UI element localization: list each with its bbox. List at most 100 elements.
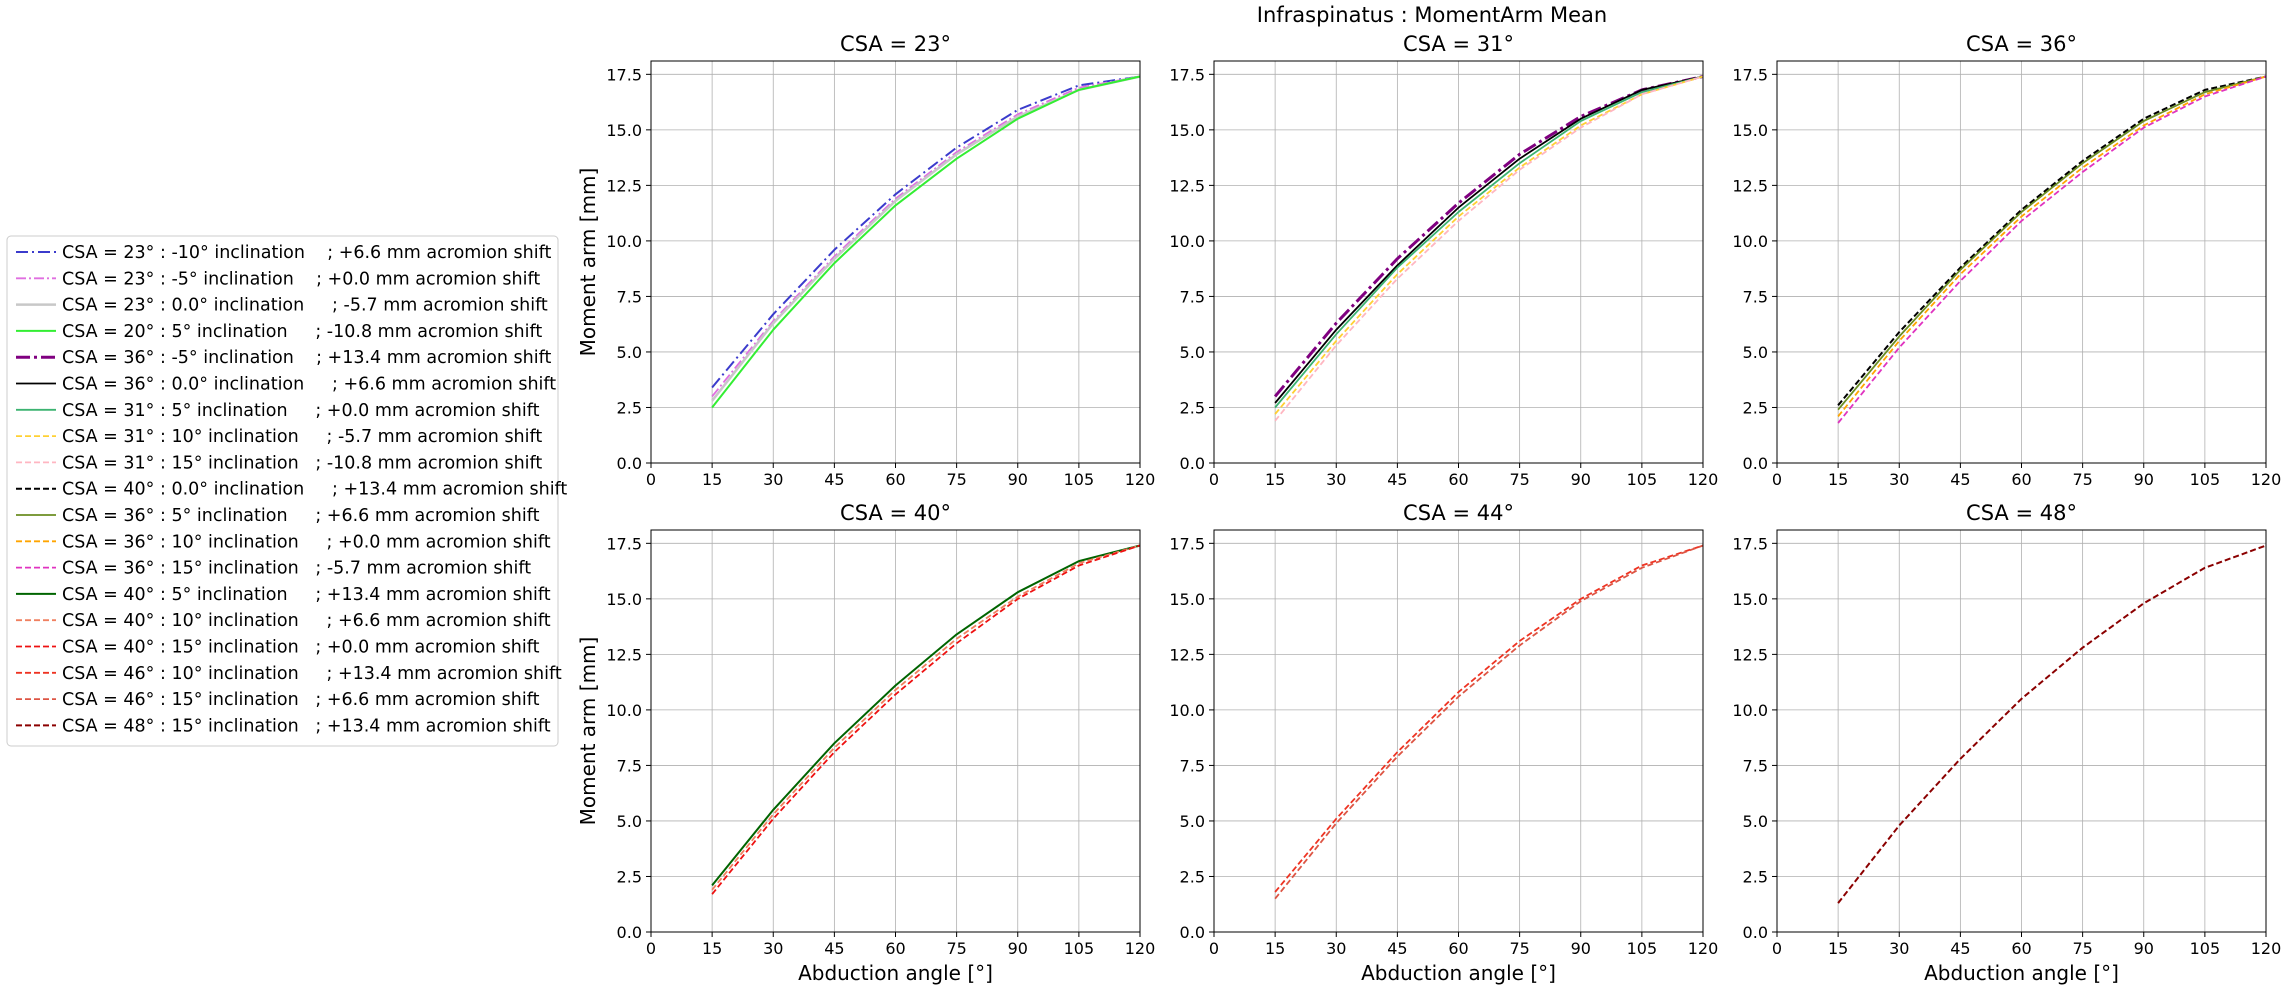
y-tick-label: 15.0 [1732,121,1768,140]
x-tick-label: 0 [646,470,656,489]
x-tick-label: 30 [1889,470,1909,489]
x-tick-label: 105 [2190,939,2221,958]
legend-label: CSA = 36° : 0.0° inclination ; +6.6 mm a… [62,375,556,395]
series-line [1837,75,2267,406]
x-tick-label: 15 [1265,470,1285,489]
y-tick-label: 15.0 [1169,121,1205,140]
series-line [711,544,1141,891]
x-tick-label: 105 [1064,939,1095,958]
x-tick-label: 120 [1688,470,1719,489]
legend-label: CSA = 31° : 15° inclination ; -10.8 mm a… [62,453,542,473]
y-tick-label: 10.0 [606,232,642,251]
legend-label: CSA = 31° : 5° inclination ; +0.0 mm acr… [62,401,540,421]
x-tick-label: 15 [702,470,722,489]
y-tick-label: 17.5 [1732,65,1768,84]
legend-label: CSA = 46° : 15° inclination ; +6.6 mm ac… [62,690,540,710]
y-tick-label: 7.5 [1743,287,1768,306]
x-tick-label: 120 [2251,470,2282,489]
x-axis-label: Abduction angle [°] [798,961,993,985]
series-line [1274,75,1704,409]
series-line [711,75,1141,389]
x-tick-label: 60 [885,939,905,958]
legend-label: CSA = 36° : -5° inclination ; +13.4 mm a… [62,348,551,368]
y-tick-label: 2.5 [1743,398,1768,417]
y-tick-label: 17.5 [1169,65,1205,84]
x-tick-label: 105 [1064,470,1095,489]
y-tick-label: 17.5 [1732,534,1768,553]
y-tick-label: 5.0 [1743,812,1768,831]
subplot-title: CSA = 48° [1966,501,2077,525]
x-tick-label: 75 [946,939,966,958]
y-tick-label: 0.0 [1180,454,1205,473]
x-tick-label: 75 [1509,939,1529,958]
x-tick-label: 45 [1950,939,1970,958]
x-tick-label: 60 [2011,470,2031,489]
x-tick-label: 60 [1448,939,1468,958]
y-tick-label: 2.5 [617,398,642,417]
y-tick-label: 12.5 [1732,176,1768,195]
y-tick-label: 12.5 [1732,645,1768,664]
y-tick-label: 2.5 [1180,867,1205,886]
y-tick-label: 10.0 [1732,232,1768,251]
y-tick-label: 5.0 [1743,343,1768,362]
x-tick-label: 105 [2190,470,2221,489]
x-tick-label: 30 [763,939,783,958]
series-line [711,75,1141,397]
x-tick-label: 75 [2072,470,2092,489]
series-line [711,544,1141,887]
y-tick-label: 10.0 [1732,701,1768,720]
y-tick-label: 0.0 [1180,923,1205,942]
legend-label: CSA = 48° : 15° inclination ; +13.4 mm a… [62,716,551,736]
x-tick-label: 0 [1772,939,1782,958]
y-tick-label: 0.0 [617,923,642,942]
y-tick-label: 12.5 [1169,176,1205,195]
subplot: 0 15 30 45 60 75 90 105 120 0.0 2.5 5.0 7.5 10.0 12.5 1… [1169,501,1718,985]
legend-label: CSA = 46° : 10° inclination ; +13.4 mm a… [62,664,562,684]
y-tick-label: 17.5 [606,65,642,84]
y-tick-label: 7.5 [617,287,642,306]
x-tick-label: 30 [763,470,783,489]
x-tick-label: 60 [2011,939,2031,958]
x-tick-label: 75 [946,470,966,489]
y-tick-label: 10.0 [1169,701,1205,720]
subplot-title: CSA = 44° [1403,501,1514,525]
x-tick-label: 0 [1209,939,1219,958]
x-tick-label: 0 [1209,470,1219,489]
subplot: 0 15 30 45 60 75 90 105 120 0.0 2.5 5.0 7.5 10.0 12.5 1… [1732,32,2281,489]
x-tick-label: 60 [885,470,905,489]
x-tick-label: 120 [1125,939,1156,958]
x-tick-label: 105 [1627,939,1658,958]
series-line [711,544,1141,895]
legend-label: CSA = 40° : 0.0° inclination ; +13.4 mm … [62,480,567,500]
legend-frame [6,235,559,747]
series-line [1837,75,2267,417]
panels: 0 15 30 45 60 75 90 105 120 0.0 2.5 5.0 7.5 10.0 12.5 1… [576,32,2281,985]
series-line [711,75,1141,409]
x-tick-label: 0 [1772,470,1782,489]
y-tick-label: 5.0 [1180,812,1205,831]
y-tick-label: 5.0 [617,812,642,831]
y-tick-label: 7.5 [1180,756,1205,775]
subplot-title: CSA = 31° [1403,32,1514,56]
y-tick-label: 5.0 [617,343,642,362]
y-tick-label: 5.0 [1180,343,1205,362]
series-line [1837,75,2267,424]
series-line [1274,75,1704,422]
y-tick-label: 7.5 [1743,756,1768,775]
figure-title: Infraspinatus : MomentArm Mean [1257,3,1607,27]
x-tick-label: 15 [702,939,722,958]
x-tick-label: 120 [1125,470,1156,489]
legend-label: CSA = 23° : 0.0° inclination ; -5.7 mm a… [62,296,548,316]
y-tick-label: 0.0 [1743,923,1768,942]
subplot-title: CSA = 40° [840,501,951,525]
x-tick-label: 45 [824,470,844,489]
x-tick-label: 75 [1509,470,1529,489]
subplot: 0 15 30 45 60 75 90 105 120 0.0 2.5 5.0 7.5 10.0 12.5 1… [576,501,1155,985]
y-tick-label: 10.0 [606,701,642,720]
series-line [1837,544,2267,904]
legend-label: CSA = 36° : 5° inclination ; +6.6 mm acr… [62,506,540,526]
subplot: 0 15 30 45 60 75 90 105 120 0.0 2.5 5.0 7.5 10.0 12.5 1… [1732,501,2281,985]
x-tick-label: 90 [2134,939,2154,958]
subplot: 0 15 30 45 60 75 90 105 120 0.0 2.5 5.0 7.5 10.0 12.5 1… [1169,32,1718,489]
y-tick-label: 0.0 [617,454,642,473]
